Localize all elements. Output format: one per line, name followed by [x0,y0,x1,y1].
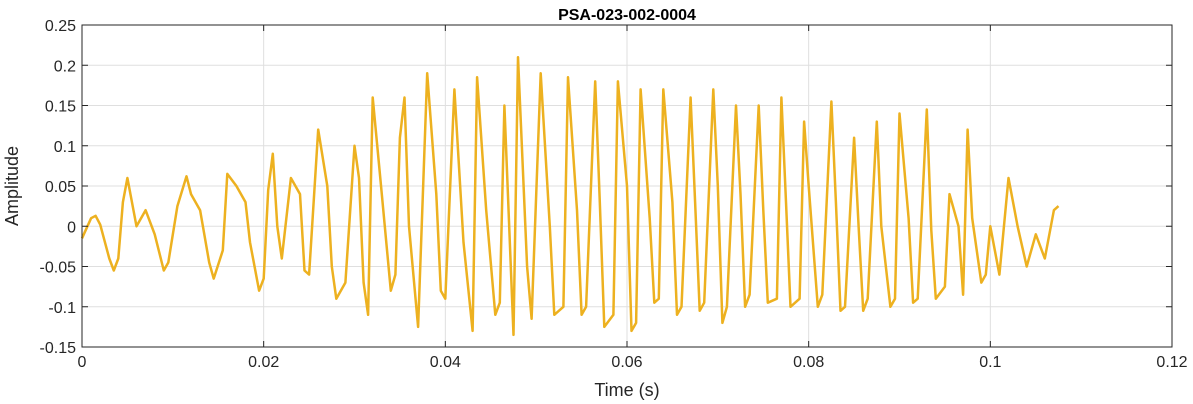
x-tick-label: 0.08 [793,354,824,371]
y-tick-label: -0.15 [40,340,77,357]
series-layer [80,55,1060,337]
y-tick-label: 0.2 [54,58,76,75]
x-tick-label: 0.06 [611,354,642,371]
x-axis-label: Time (s) [594,380,659,400]
chart-title: PSA-023-002-0004 [558,7,696,24]
x-tick-label: 0 [78,354,87,371]
y-tick-label: 0.15 [45,99,76,116]
y-tick-label: 0.1 [54,139,76,156]
x-tick-label: 0.12 [1156,354,1187,371]
y-axis-label: Amplitude [2,146,22,226]
axis-ticks: 0 0.02 0.04 0.06 0.08 0.1 0.12 -0.15 -0.1 -0.05 0 0… [40,18,1188,371]
y-tick-label: -0.1 [48,300,76,317]
x-tick-label: 0.04 [430,354,461,371]
x-tick-label: 0.02 [248,354,279,371]
y-tick-label: 0.25 [45,18,76,35]
y-tick-label: 0 [67,219,76,236]
y-tick-label: -0.05 [40,260,77,277]
x-tick-label: 0.1 [979,354,1001,371]
y-tick-label: 0.05 [45,179,76,196]
signal-line [80,55,1060,337]
